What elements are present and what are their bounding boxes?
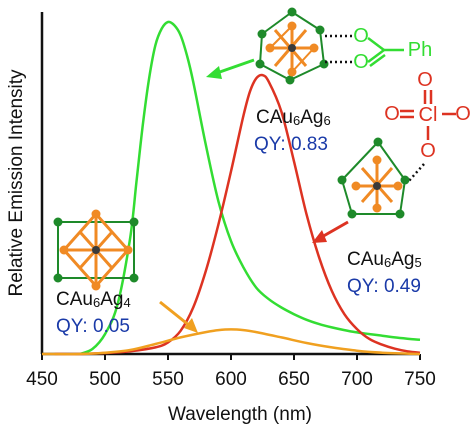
y-axis-label: Relative Emission Intensity <box>6 69 27 297</box>
x-tick-label: 700 <box>341 369 373 390</box>
qy-label-cau6ag5: QY: 0.49 <box>347 276 421 297</box>
cluster-cau6ag5-structure <box>337 137 410 219</box>
x-axis-label: Wavelength (nm) <box>168 404 312 425</box>
series-line-orange <box>41 328 421 356</box>
arrow-to-green-curve <box>206 58 255 79</box>
perchlorate-ligand: O O Cl O O <box>384 69 471 162</box>
series-line-green <box>79 20 421 356</box>
cluster-cau6ag6-structure <box>255 7 329 85</box>
annotation-cau6ag5: O O Cl O O <box>312 69 471 297</box>
arrow-to-red-curve <box>312 220 349 243</box>
x-tick-label: 650 <box>278 369 310 390</box>
ligand-group: Ph <box>408 39 432 61</box>
x-tick-label: 450 <box>26 369 58 390</box>
x-tick-label: 550 <box>152 369 184 390</box>
ligand-atom: O <box>455 103 471 125</box>
series-line-red <box>54 73 421 356</box>
x-tick-label: 500 <box>89 369 121 390</box>
qy-label-cau6ag4: QY: 0.05 <box>56 316 130 337</box>
benzoate-ligand: O O Ph <box>353 25 432 73</box>
series-layer <box>41 20 421 356</box>
cluster-cau6ag4-structure <box>53 209 139 291</box>
ligand-atom: O <box>353 51 369 73</box>
ligand-atom: O <box>384 103 400 125</box>
annotation-cau6ag4: CAu6Ag4 QY: 0.05 <box>53 209 198 337</box>
x-tick-label: 600 <box>215 369 247 390</box>
coordination-bond <box>407 163 425 183</box>
ligand-atom: O <box>353 25 369 47</box>
qy-label-cau6ag6: QY: 0.83 <box>254 134 328 155</box>
x-tick-label: 750 <box>404 369 436 390</box>
annotation-cau6ag6: O O Ph CAu6Ag6 QY: 0.83 <box>206 7 432 155</box>
cluster-label-cau6ag6: CAu6Ag6 <box>256 107 331 128</box>
ligand-atom: Cl <box>419 104 438 126</box>
cluster-label-cau6ag5: CAu6Ag5 <box>347 249 422 270</box>
axes: 450 500 550 600 650 700 750 Wavelength (nm) Re… <box>6 12 436 425</box>
x-ticks: 450 500 550 600 650 700 750 <box>26 354 436 390</box>
ligand-atom: O <box>417 69 433 91</box>
ligand-atom: O <box>420 140 436 162</box>
cluster-label-cau6ag4: CAu6Ag4 <box>56 289 131 310</box>
arrow-to-orange-curve <box>159 300 198 333</box>
